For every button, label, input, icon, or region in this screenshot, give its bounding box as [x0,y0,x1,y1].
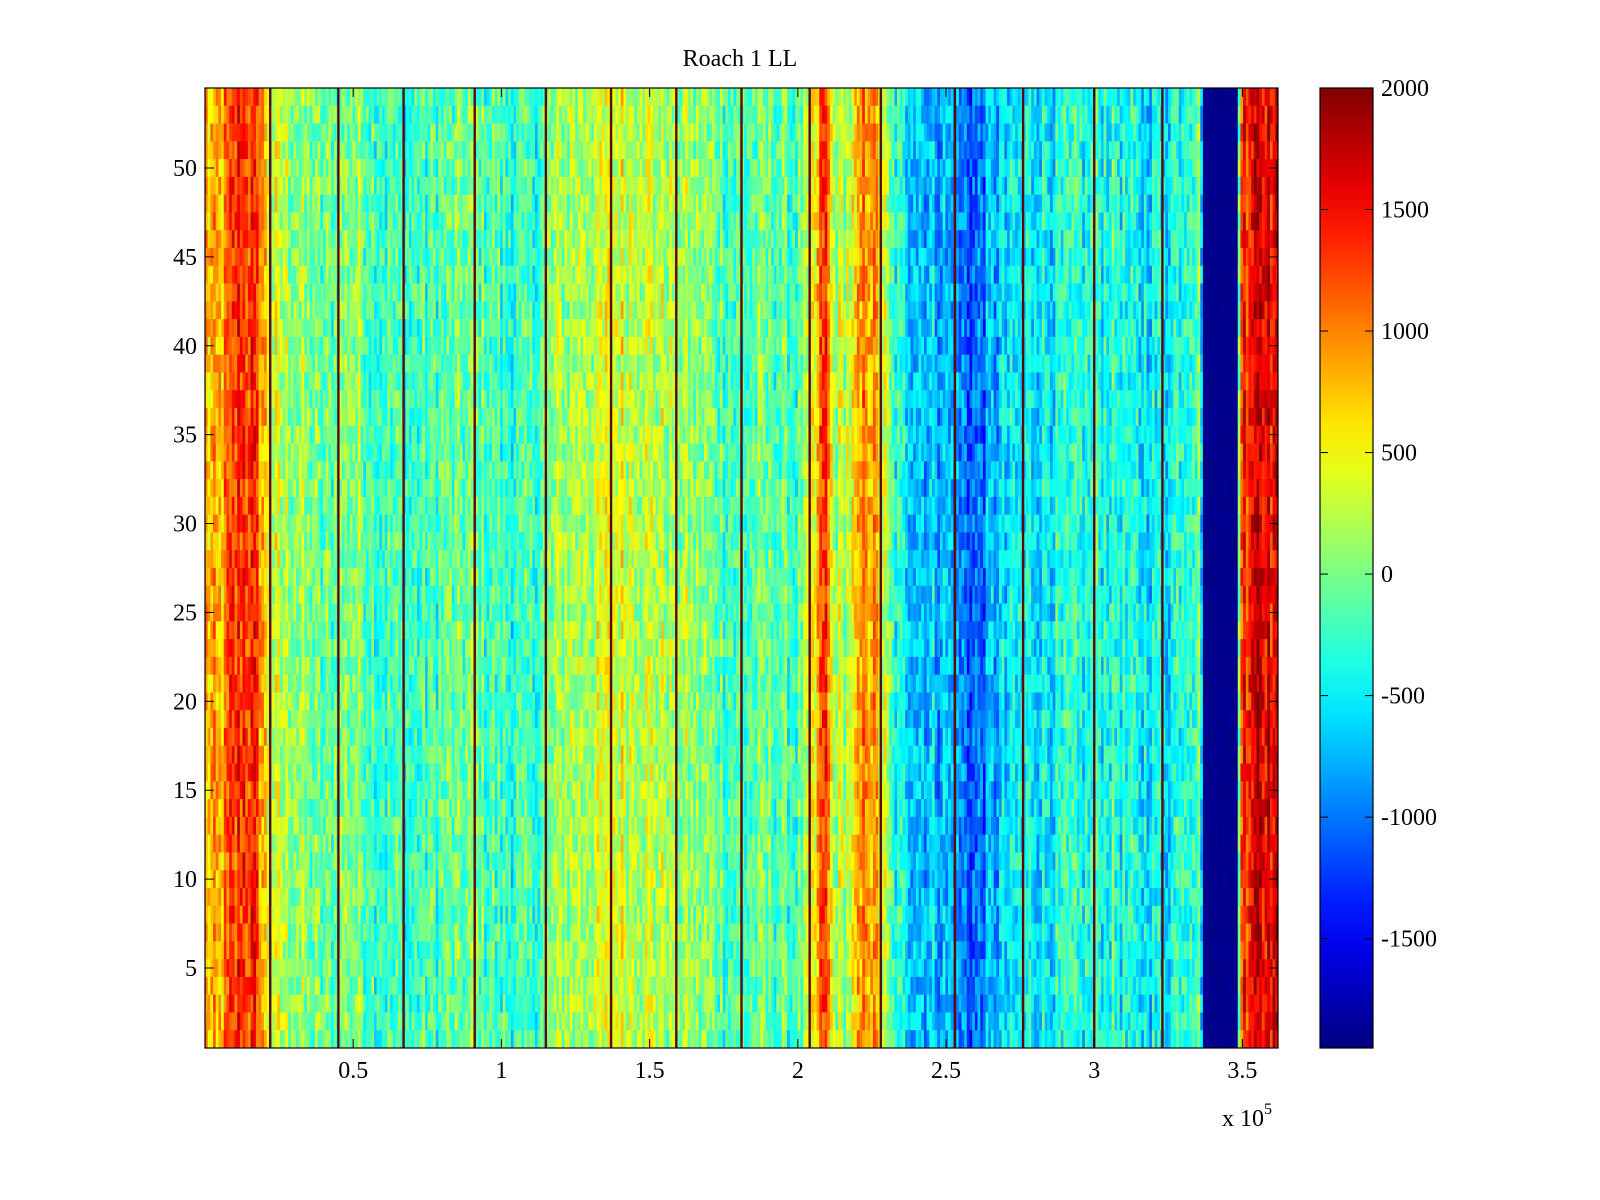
chart-title: Roach 1 LL [683,46,798,72]
